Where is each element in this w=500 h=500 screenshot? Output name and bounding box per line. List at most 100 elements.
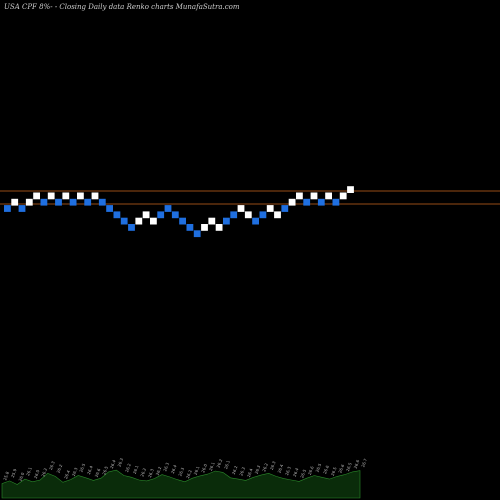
volume-label: 26.6	[337, 463, 345, 474]
renko-brick-up	[274, 211, 281, 219]
volume-label: 26.3	[238, 466, 246, 477]
renko-brick-up	[11, 198, 19, 206]
volume-label: 26.2	[216, 458, 224, 469]
renko-brick-up	[91, 192, 99, 200]
renko-brick-up	[237, 205, 245, 212]
volume-label: 26.4	[246, 467, 254, 478]
renko-brick-up	[310, 192, 318, 200]
volume-label: 26.6	[94, 467, 102, 478]
renko-brick-down	[193, 230, 201, 238]
renko-brick-up	[47, 192, 55, 200]
volume-label: 26.3	[147, 468, 155, 479]
renko-brick-down	[98, 198, 106, 206]
volume-label: 26.5	[330, 466, 338, 477]
renko-brick-down	[223, 217, 230, 225]
renko-brick-up	[201, 224, 208, 231]
volume-label: 26.0	[33, 469, 41, 480]
renko-brick-up	[325, 192, 332, 200]
volume-label: 26.4	[109, 459, 117, 470]
volume-label: 26.2	[261, 462, 269, 473]
renko-brick-down	[259, 211, 267, 219]
renko-brick-down	[69, 198, 77, 206]
renko-brick-down	[84, 198, 92, 206]
volume-label: 26.4	[86, 465, 94, 476]
volume-label: 26.6	[307, 465, 315, 476]
renko-brick-down	[281, 205, 289, 212]
volume-label: 26.6	[322, 464, 330, 475]
volume-label: 26.3	[71, 466, 79, 477]
renko-brick-down	[40, 198, 48, 206]
volume-label: 26.5	[78, 462, 86, 473]
renko-brick-down	[332, 198, 340, 206]
renko-brick-down	[120, 217, 128, 225]
volume-label: 26.2	[124, 462, 132, 473]
volume-label: 26.1	[25, 466, 33, 477]
volume-label: 26.2	[231, 465, 239, 476]
volume-label: 26.5	[299, 468, 307, 479]
renko-brick-up	[25, 198, 33, 206]
renko-brick-up	[142, 211, 150, 219]
renko-brick-down	[186, 224, 194, 231]
renko-brick-down	[230, 211, 238, 219]
volume-label: 26.2	[40, 467, 48, 478]
volume-label: 26.1	[223, 459, 231, 470]
renko-brick-up	[244, 211, 252, 219]
renko-brick-down	[157, 211, 165, 219]
volume-label: 26.5	[315, 462, 323, 473]
renko-brick-down	[164, 205, 172, 212]
volume-label: 26.1	[193, 465, 201, 476]
chart-title: USA CPF 8%- - Closing Daily data Renko c…	[4, 3, 240, 11]
renko-brick-down	[55, 198, 62, 206]
renko-brick-up	[150, 217, 157, 225]
volume-label: 26.1	[132, 464, 140, 475]
renko-brick-down	[252, 217, 259, 225]
volume-label: 26.2	[139, 467, 147, 478]
renko-brick-up	[339, 192, 347, 200]
volume-label: 25.9	[10, 468, 18, 479]
renko-brick-up	[33, 192, 40, 200]
volume-label: 26.3	[284, 465, 292, 476]
renko-brick-down	[106, 205, 113, 212]
volume-label: 26.5	[101, 465, 109, 476]
renko-brick-up	[288, 198, 296, 206]
renko-brick-up	[215, 224, 223, 231]
renko-brick-down	[18, 205, 26, 212]
renko-brick-up	[208, 217, 216, 225]
renko-brick-up	[62, 192, 70, 200]
volume-area	[1, 469, 361, 499]
volume-label: 26.6	[353, 459, 361, 470]
volume-label: 26.0	[200, 463, 208, 474]
volume-label: 26.3	[48, 460, 56, 471]
volume-label: 26.3	[116, 457, 124, 468]
volume-label: 26.4	[63, 469, 71, 480]
renko-brick-down	[171, 211, 179, 219]
volume-label: 25.8	[2, 470, 10, 481]
volume-label: 26.7	[360, 457, 368, 468]
volume-label: 26.4	[170, 464, 178, 475]
renko-brick-down	[317, 198, 325, 206]
renko-brick-up	[296, 192, 303, 200]
renko-brick-up	[266, 205, 274, 212]
volume-label: 26.5	[345, 461, 353, 472]
renko-brick-down	[128, 224, 135, 231]
volume-label: 26.2	[56, 463, 64, 474]
renko-brick-up	[77, 192, 84, 200]
volume-label: 26.4	[292, 467, 300, 478]
volume-label: 26.0	[17, 471, 25, 482]
volume-label: 26.2	[185, 469, 193, 480]
renko-brick-down	[303, 198, 311, 206]
volume-label: 26.3	[162, 461, 170, 472]
volume-label: 26.3	[254, 464, 262, 475]
volume-label: 26.1	[208, 461, 216, 472]
volume-label: 26.3	[269, 460, 277, 471]
renko-brick-up	[135, 217, 143, 225]
renko-brick-down	[179, 217, 186, 225]
renko-brick-down	[4, 205, 11, 212]
volume-label: 26.4	[276, 463, 284, 474]
renko-brick-up	[347, 186, 354, 193]
volume-label: 26.2	[155, 465, 163, 476]
volume-label: 26.3	[177, 466, 185, 477]
renko-brick-down	[113, 211, 121, 219]
